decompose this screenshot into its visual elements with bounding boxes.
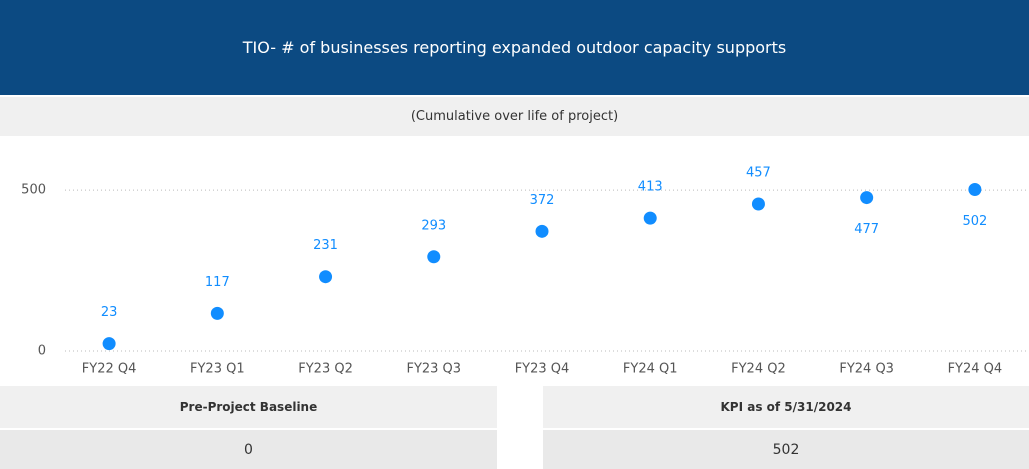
x-tick-label: FY22 Q4 [82,362,137,377]
x-tick-label: FY23 Q3 [406,362,461,377]
data-label: 231 [313,238,338,253]
point [102,337,116,351]
card-label: KPI as of 5/31/2024 [543,386,1029,428]
point [643,211,657,225]
data-label: 23 [101,305,118,320]
point [427,250,441,264]
point [860,191,874,205]
data-label: 293 [421,218,446,233]
point [968,183,982,197]
y-tick-label: 0 [38,344,46,359]
title-bar: TIO- # of businesses reporting expanded … [0,0,1029,95]
point [751,197,765,211]
chart: 0 500 FY22 Q4 23 FY23 Q1 117 FY23 Q2 231 FY23 Q3… [21,165,1029,377]
x-tick-label: FY24 Q4 [948,362,1003,377]
y-tick-label: 500 [21,183,46,198]
data-label: 457 [746,165,771,180]
point [319,270,333,284]
card-value: 502 [543,430,1029,469]
data-label: 502 [962,214,987,229]
data-label: 477 [854,222,879,237]
card-value: 0 [0,430,497,469]
kpi-card: KPI as of 5/31/2024 502 [543,386,1029,469]
card-label: Pre-Project Baseline [0,386,497,428]
data-label: 372 [530,193,555,208]
data-label: 117 [205,275,230,290]
baseline-card: Pre-Project Baseline 0 [0,386,497,469]
point [535,224,549,238]
x-tick-label: FY24 Q1 [623,362,678,377]
x-tick-label: FY23 Q4 [515,362,570,377]
x-tick-label: FY23 Q1 [190,362,245,377]
subtitle-bar: (Cumulative over life of project) [0,97,1029,136]
data-label: 413 [638,180,663,195]
point [210,306,224,320]
x-tick-label: FY24 Q2 [731,362,786,377]
x-tick-label: FY24 Q3 [839,362,894,377]
x-tick-label: FY23 Q2 [298,362,353,377]
